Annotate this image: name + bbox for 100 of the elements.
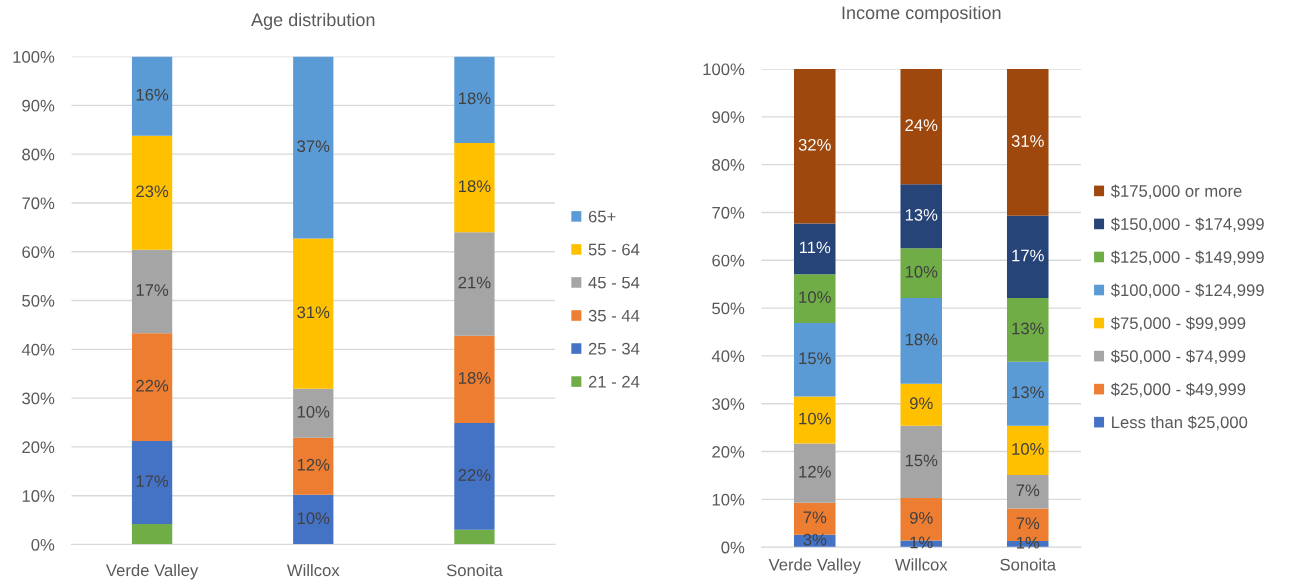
bar	[131, 524, 173, 545]
legend-label: $150,000 - $174,999	[1110, 217, 1264, 232]
legend-label: 35 - 44	[588, 309, 640, 322]
bar	[900, 298, 943, 384]
y-tick-label: 70%	[712, 206, 745, 219]
data-label: 10%	[799, 291, 831, 304]
bar	[454, 232, 495, 336]
legend-label: $75,000 - $99,999	[1110, 316, 1246, 332]
y-tick-label: 70%	[22, 197, 55, 210]
data-label: 12%	[799, 465, 831, 478]
x-tick-label: Willcox	[286, 563, 340, 577]
bar	[793, 223, 836, 275]
data-label: 17%	[1012, 249, 1044, 262]
bar	[293, 238, 334, 389]
data-label: 7%	[803, 511, 827, 524]
bar	[1006, 215, 1049, 299]
bar	[454, 423, 495, 530]
data-label: 15%	[905, 454, 938, 467]
data-label: 13%	[905, 208, 938, 221]
y-tick-label: 20%	[712, 445, 745, 458]
bar	[131, 333, 173, 442]
bar	[454, 529, 495, 545]
data-label: 17%	[136, 284, 169, 296]
bar	[454, 56, 495, 143]
data-label: 13%	[1012, 322, 1044, 335]
data-label: 10%	[799, 412, 831, 425]
bar	[900, 248, 943, 299]
data-label: 18%	[459, 180, 491, 193]
y-tick-label: 60%	[712, 254, 745, 267]
legend-label: Less than $25,000	[1112, 415, 1248, 431]
data-label: 22%	[458, 469, 491, 481]
data-label: 15%	[799, 352, 831, 365]
legend-label: 55 - 64	[588, 243, 640, 256]
data-label: 37%	[297, 140, 330, 153]
chart-title: Age distribution	[251, 12, 375, 30]
x-tick-label: Verde Valley	[768, 558, 861, 574]
y-tick-label: 50%	[22, 294, 55, 307]
data-label: 12%	[297, 458, 330, 471]
data-label: 18%	[459, 372, 491, 384]
bar	[900, 69, 943, 185]
data-label: 24%	[905, 119, 938, 132]
legend-label: 21 - 24	[588, 375, 640, 388]
y-tick-label: 100%	[703, 63, 745, 76]
data-label: 17%	[136, 475, 169, 487]
data-label: 10%	[1012, 443, 1044, 455]
data-label: 31%	[297, 306, 330, 319]
data-label: 31%	[1011, 135, 1044, 147]
bar	[793, 443, 836, 503]
y-tick-label: 30%	[22, 392, 55, 405]
bar	[131, 441, 173, 525]
data-label: 9%	[909, 511, 933, 524]
bar	[1006, 361, 1049, 426]
x-tick-label: Sonoita	[446, 563, 503, 577]
legend-label: $125,000 - $149,999	[1110, 250, 1264, 265]
data-label: 18%	[905, 333, 938, 346]
bar	[793, 322, 836, 397]
bar	[131, 249, 173, 334]
data-label: 10%	[297, 512, 330, 525]
data-label: 18%	[459, 92, 491, 105]
bar	[793, 396, 836, 444]
data-label: 7%	[1016, 517, 1040, 530]
y-tick-label: 80%	[712, 159, 745, 171]
y-tick-label: 40%	[711, 350, 745, 363]
bar	[1006, 69, 1049, 216]
bar	[793, 274, 836, 323]
x-tick-label: Willcox	[894, 558, 948, 571]
bar	[793, 502, 836, 535]
legend-label: $50,000 - $74,999	[1110, 349, 1246, 365]
y-tick-label: 20%	[22, 441, 55, 454]
legend-label: $25,000 - $49,999	[1110, 382, 1246, 398]
data-label: 11%	[799, 241, 831, 254]
y-tick-label: 50%	[712, 302, 745, 315]
y-tick-label: 100%	[13, 51, 55, 63]
data-label: 23%	[136, 185, 169, 198]
chart-title: Income composition	[842, 5, 1001, 23]
data-label: 22%	[136, 379, 169, 392]
legend-label: $175,000 or more	[1110, 184, 1242, 199]
y-tick-label: 90%	[712, 111, 745, 124]
legend-label: 65+	[588, 210, 616, 223]
bar	[900, 425, 943, 498]
y-tick-label: 90%	[22, 99, 55, 112]
y-tick-label: 40%	[21, 343, 55, 356]
bar	[900, 184, 943, 249]
x-tick-label: Sonoita	[1000, 558, 1057, 571]
bar	[454, 142, 495, 233]
data-label: 32%	[798, 138, 831, 151]
bar	[293, 388, 334, 438]
data-label: 7%	[1016, 484, 1040, 497]
bar	[1006, 298, 1049, 362]
bar	[1006, 425, 1049, 475]
legend-label: 25 - 34	[588, 342, 640, 355]
y-tick-label: 0%	[31, 538, 55, 551]
bar	[793, 69, 836, 224]
data-label: 10%	[905, 265, 938, 278]
bar	[1006, 474, 1049, 509]
data-label: 9%	[909, 397, 933, 410]
y-tick-label: 80%	[22, 148, 55, 161]
data-label: 3%	[803, 533, 827, 546]
bar	[293, 437, 334, 495]
bar	[293, 494, 334, 545]
